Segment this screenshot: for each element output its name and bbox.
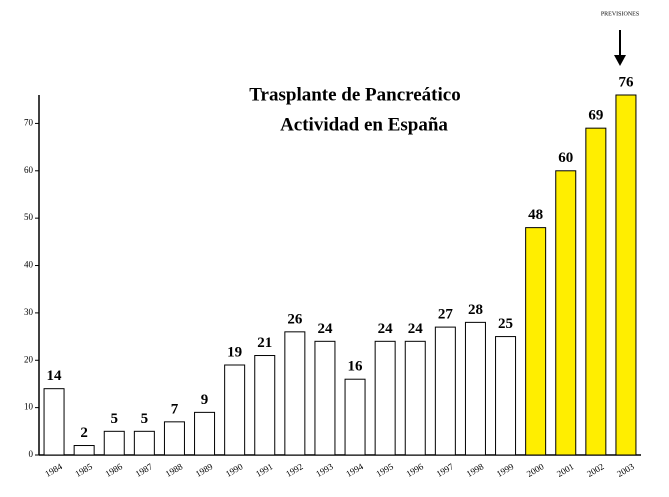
x-tick-label: 1994 (344, 461, 365, 479)
x-tick-label: 1986 (103, 461, 124, 479)
y-tick-label: 50 (24, 212, 34, 222)
bar (43, 388, 65, 456)
bar (374, 340, 396, 456)
bar (224, 364, 246, 456)
value-label: 60 (558, 150, 573, 166)
bar (254, 355, 276, 456)
x-tick-label: 1992 (284, 461, 305, 479)
arrow-head (614, 55, 626, 66)
bar (284, 331, 306, 456)
bar (434, 326, 456, 456)
bar (404, 340, 426, 456)
bar (585, 127, 607, 456)
value-label: 5 (141, 411, 149, 427)
x-tick-label: 1997 (435, 461, 456, 479)
value-label: 9 (201, 392, 209, 408)
bar (133, 430, 155, 456)
bar (163, 421, 185, 456)
value-label: 26 (287, 311, 303, 327)
value-label: 27 (438, 307, 454, 323)
bar (103, 430, 125, 456)
y-tick-label: 70 (24, 117, 34, 127)
value-label: 14 (47, 368, 63, 384)
value-label: 2 (80, 425, 88, 441)
x-tick-label: 1998 (465, 461, 486, 479)
bar (525, 227, 547, 456)
x-tick-label: 1999 (495, 461, 516, 479)
x-tick-label: 2002 (585, 461, 606, 479)
value-label: 19 (227, 344, 242, 360)
x-tick-label: 1987 (134, 461, 155, 479)
value-label: 25 (498, 316, 513, 332)
value-label: 24 (408, 321, 424, 337)
x-tick-label: 1985 (73, 461, 94, 479)
bar (344, 378, 366, 456)
value-label: 24 (378, 321, 394, 337)
bar (555, 170, 577, 456)
bar (314, 340, 336, 456)
x-tick-label: 2000 (525, 461, 546, 479)
y-tick-label: 40 (24, 260, 34, 270)
x-tick-label: 1990 (224, 461, 245, 479)
value-label: 21 (257, 335, 272, 351)
y-tick-label: 0 (29, 449, 34, 459)
bar (73, 445, 95, 456)
y-tick-label: 10 (24, 402, 34, 412)
annotation: PREVISIONES (601, 11, 639, 17)
chart-title: Actividad en España (280, 114, 448, 135)
x-tick-label: 2001 (555, 461, 576, 479)
value-label: 28 (468, 302, 483, 318)
x-tick-label: 1988 (164, 461, 185, 479)
value-label: 48 (528, 207, 543, 223)
value-label: 24 (317, 321, 333, 337)
y-tick-label: 30 (24, 307, 34, 317)
x-tick-label: 1984 (43, 461, 64, 479)
x-tick-label: 2003 (615, 461, 636, 479)
x-tick-label: 1993 (314, 461, 335, 479)
bar (464, 321, 486, 456)
y-tick-label: 60 (24, 165, 34, 175)
bar (495, 336, 517, 456)
value-label: 69 (588, 108, 603, 124)
bar (194, 411, 216, 456)
bar (615, 94, 637, 456)
chart-title: Trasplante de Pancreático (249, 84, 460, 105)
x-tick-label: 1995 (374, 461, 395, 479)
x-tick-label: 1989 (194, 461, 215, 479)
value-label: 5 (111, 411, 119, 427)
x-tick-label: 1991 (254, 461, 275, 479)
x-tick-label: 1996 (404, 461, 425, 479)
value-label: 7 (171, 401, 179, 417)
y-tick-label: 20 (24, 354, 34, 364)
value-label: 16 (348, 359, 364, 375)
value-label: 76 (618, 74, 634, 90)
